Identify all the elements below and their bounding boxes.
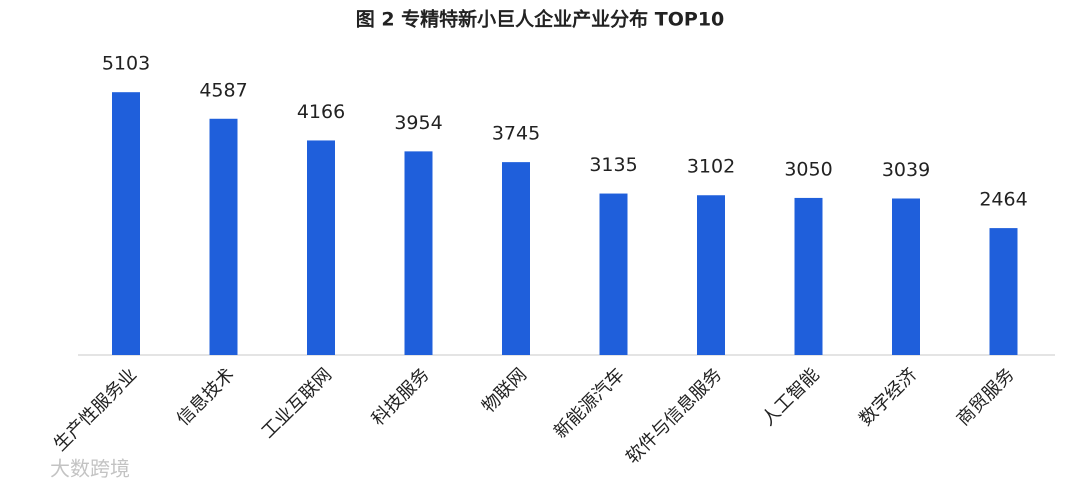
- bar: [794, 197, 823, 355]
- value-label: 2464: [979, 189, 1027, 211]
- bar: [209, 118, 238, 355]
- bar: [502, 162, 530, 355]
- value-label: 3050: [784, 158, 832, 180]
- value-label: 3745: [492, 123, 540, 145]
- x-tick-label: 工业互联网: [258, 364, 336, 442]
- x-tick-label: 人工智能: [758, 364, 824, 430]
- bar: [307, 140, 335, 355]
- x-tick-label: 软件与信息服务: [622, 364, 726, 468]
- x-tick-label: 科技服务: [368, 364, 434, 430]
- value-label: 4587: [199, 79, 247, 101]
- bar: [697, 195, 725, 355]
- value-label: 4166: [297, 101, 345, 123]
- value-label: 5103: [102, 53, 150, 75]
- bar: [989, 228, 1018, 355]
- x-tick-label: 商贸服务: [953, 364, 1019, 430]
- watermark: 大数跨境: [50, 457, 130, 481]
- x-tick-label: 数字经济: [855, 364, 921, 430]
- x-tick-label: 生产性服务业: [50, 364, 141, 455]
- value-label: 3954: [394, 112, 442, 134]
- value-label: 3102: [687, 156, 735, 178]
- bar: [892, 198, 920, 355]
- value-label: 3039: [882, 159, 930, 181]
- x-tick-label: 信息技术: [173, 364, 239, 430]
- bar: [404, 151, 433, 355]
- x-tick-label: 物联网: [478, 364, 531, 417]
- x-tick-label: 新能源汽车: [550, 364, 628, 442]
- bar: [112, 92, 140, 356]
- chart-title: 图 2 专精特新小巨人企业产业分布 TOP10: [356, 8, 725, 31]
- bar: [599, 193, 628, 355]
- value-label: 3135: [589, 154, 637, 176]
